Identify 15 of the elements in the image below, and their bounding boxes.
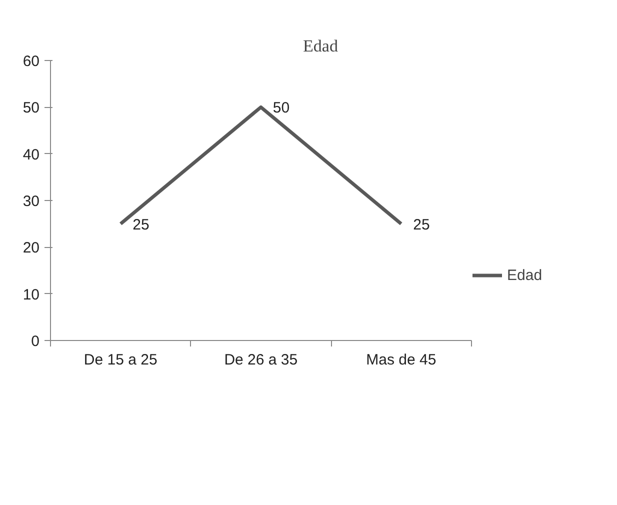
- data-label: 50: [272, 100, 290, 117]
- x-tick-label: Mas de 45: [366, 352, 436, 368]
- y-tick-label: 50: [22, 100, 40, 117]
- legend-label: Edad: [507, 266, 542, 284]
- y-tick-label: 10: [22, 286, 40, 304]
- y-tick-label: 60: [22, 53, 40, 70]
- y-tick-label: 30: [22, 193, 40, 210]
- data-label: 25: [413, 216, 430, 234]
- x-tick-label: De 26 a 35: [224, 352, 298, 368]
- data-label: 25: [132, 216, 150, 234]
- chart-title: Edad: [303, 36, 338, 56]
- x-tick-label: De 15 a 25: [84, 352, 158, 368]
- y-tick-label: 20: [22, 240, 40, 257]
- y-tick-label: 40: [22, 146, 40, 164]
- y-tick-label: 0: [31, 333, 40, 350]
